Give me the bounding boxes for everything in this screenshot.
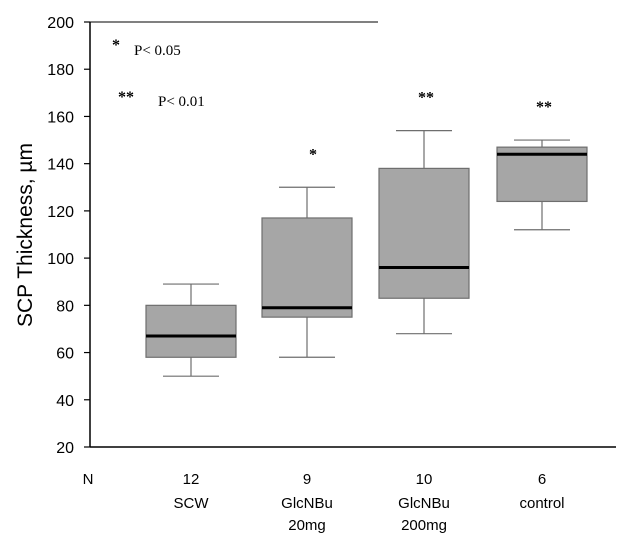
boxes: ***** bbox=[145, 90, 588, 377]
legend-text-double: P< 0.01 bbox=[158, 94, 205, 110]
sample-size-label: 10 bbox=[416, 471, 433, 488]
category-label: control bbox=[519, 495, 564, 512]
category-label: 20mg bbox=[288, 517, 326, 534]
y-ticks: 20 40 60 80 100 120 140 160 180 200 bbox=[47, 15, 90, 457]
y-tick-label: 180 bbox=[47, 62, 74, 79]
category-label: SCW bbox=[174, 495, 210, 512]
significance-marker: * bbox=[309, 146, 317, 163]
category-label: GlcNBu bbox=[281, 495, 333, 512]
y-tick-label: 140 bbox=[47, 157, 74, 174]
axes bbox=[89, 21, 616, 448]
legend-text-single: P< 0.05 bbox=[134, 43, 181, 59]
category-label: 200mg bbox=[401, 517, 447, 534]
y-tick-label: 40 bbox=[56, 393, 74, 410]
sample-size-label: 9 bbox=[303, 471, 311, 488]
n-label: N bbox=[83, 471, 94, 488]
y-tick-label: 80 bbox=[56, 298, 74, 315]
y-axis-label: SCP Thickness, µm bbox=[14, 143, 37, 327]
box-iqr bbox=[378, 167, 470, 299]
box-iqr bbox=[496, 146, 588, 203]
legend-symbol-single: * bbox=[112, 37, 120, 54]
y-tick-label: 200 bbox=[47, 15, 74, 32]
significance-marker: ** bbox=[536, 99, 552, 116]
sample-size-label: 6 bbox=[538, 471, 546, 488]
legend-symbol-double: ** bbox=[118, 89, 134, 106]
y-tick-label: 120 bbox=[47, 204, 74, 221]
box-iqr bbox=[145, 304, 237, 358]
y-tick-label: 20 bbox=[56, 440, 74, 457]
significance-legend: * P< 0.05 ** P< 0.01 bbox=[112, 37, 205, 110]
y-tick-label: 60 bbox=[56, 346, 74, 363]
significance-marker: ** bbox=[418, 90, 434, 107]
category-label: GlcNBu bbox=[398, 495, 450, 512]
y-tick-label: 100 bbox=[47, 251, 74, 268]
box-iqr bbox=[261, 217, 353, 318]
category-labels: 12 SCW 9 GlcNBu 20mg 10 GlcNBu 200mg 6 control bbox=[174, 471, 565, 534]
sample-size-label: 12 bbox=[183, 471, 200, 488]
y-tick-label: 160 bbox=[47, 109, 74, 126]
